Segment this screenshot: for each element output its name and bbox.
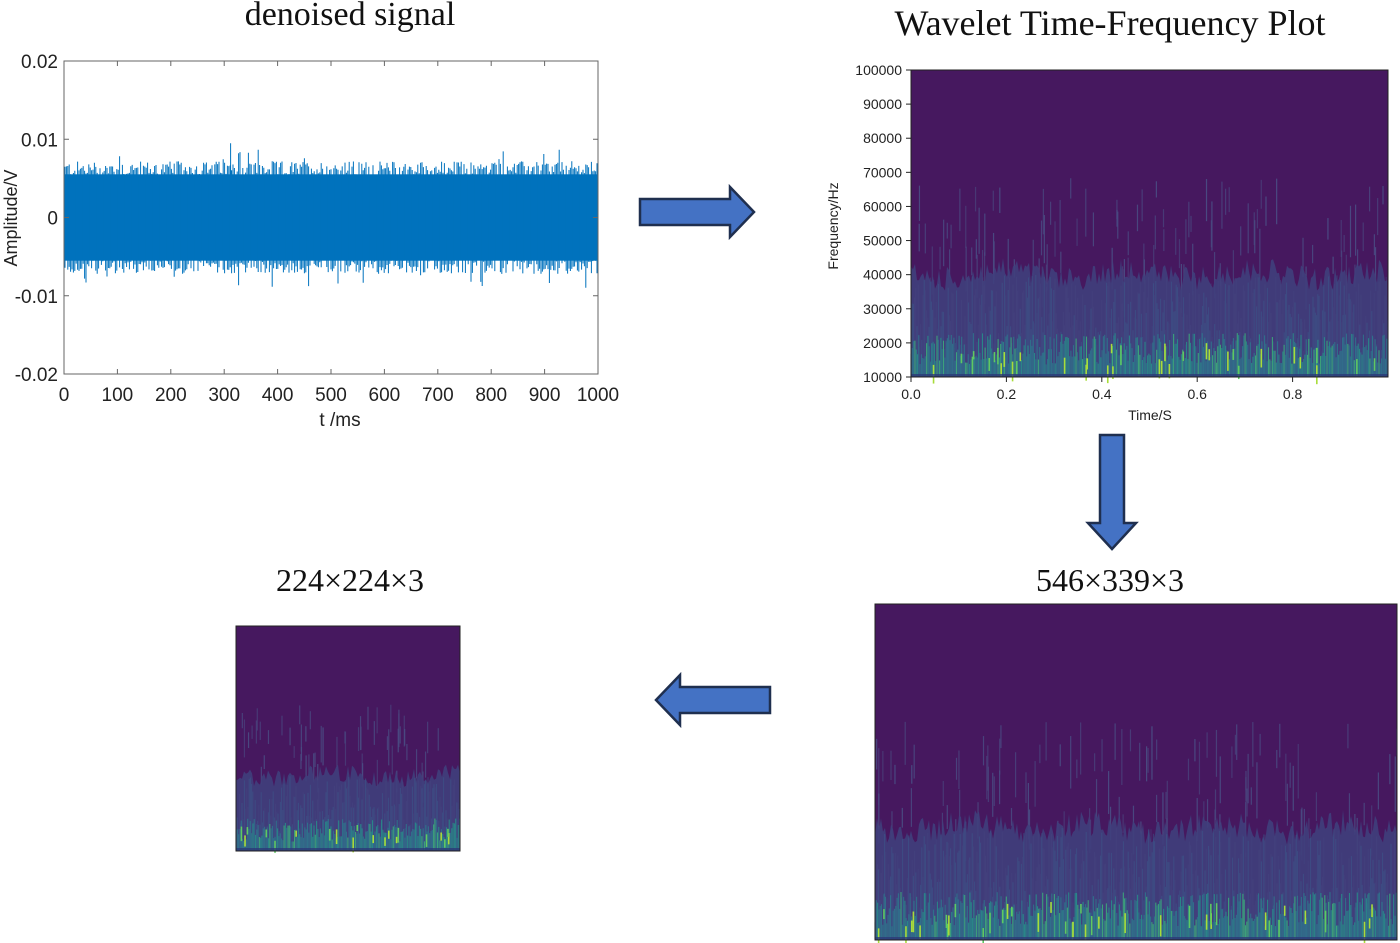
wavelet-y-tick-label: 20000 — [863, 335, 902, 351]
wavelet-y-tick-label: 50000 — [863, 233, 902, 249]
signal-y-tick-label: 0 — [47, 209, 58, 230]
signal-x-tick-label: 200 — [155, 385, 187, 406]
signal-x-tick-label: 800 — [475, 385, 507, 406]
signal-y-tick-label: -0.02 — [15, 365, 58, 386]
wavelet-y-tick-label: 60000 — [863, 198, 902, 214]
signal-x-ticks: 0 100 200 300 400 500 600 700 800 900 1000 — [59, 61, 619, 406]
resized-large-label: 546×339×3 — [1035, 562, 1185, 598]
signal-y-ticks: 0.02 0.01 0 -0.01 -0.02 — [15, 52, 598, 386]
arrow-left — [654, 671, 772, 729]
signal-x-tick-label: 300 — [208, 385, 240, 406]
wavelet-x-tick-label: 0.6 — [1187, 386, 1207, 402]
resized-small-image — [235, 625, 461, 853]
signal-x-tick-label: 500 — [315, 385, 347, 406]
wavelet-chart: 0.0 0.2 0.4 0.6 0.8 100000 90000 80000 70000 600… — [825, 62, 1389, 423]
signal-x-tick-label: 1000 — [577, 385, 619, 406]
wavelet-y-ticks: 100000 90000 80000 70000 60000 50000 40000 3000… — [855, 62, 911, 385]
signal-y-tick-label: 0.01 — [21, 130, 58, 151]
wavelet-y-tick-label: 90000 — [863, 96, 902, 112]
wavelet-y-tick-label: 100000 — [855, 62, 902, 78]
wavelet-y-tick-label: 70000 — [863, 164, 902, 180]
wavelet-y-tick-label: 10000 — [863, 369, 902, 385]
wavelet-x-tick-label: 0.4 — [1092, 386, 1112, 402]
signal-y-label: Amplitude/V — [1, 169, 21, 266]
signal-x-tick-label: 400 — [262, 385, 294, 406]
arrow-right — [638, 183, 756, 241]
signal-y-tick-label: 0.02 — [21, 52, 58, 73]
signal-x-tick-label: 900 — [529, 385, 561, 406]
signal-y-tick-label: -0.01 — [15, 287, 58, 308]
signal-x-tick-label: 0 — [59, 385, 70, 406]
signal-chart: 0 100 200 300 400 500 600 700 800 900 1000 0.020.0… — [1, 52, 619, 431]
signal-title: denoised signal — [244, 0, 456, 33]
wavelet-x-tick-label: 0.8 — [1283, 386, 1303, 402]
wavelet-y-tick-label: 40000 — [863, 267, 902, 283]
resized-small-label: 224×224×3 — [275, 562, 425, 598]
signal-x-tick-label: 700 — [422, 385, 454, 406]
wavelet-plot-frame — [910, 69, 1389, 378]
wavelet-title: Wavelet Time-Frequency Plot — [894, 3, 1326, 43]
wavelet-x-tick-label: 0.0 — [901, 386, 921, 402]
wavelet-x-ticks: 0.0 0.2 0.4 0.6 0.8 — [901, 377, 1303, 402]
wavelet-x-tick-label: 0.2 — [997, 386, 1017, 402]
wavelet-heatmap — [910, 178, 1388, 385]
wavelet-x-label: Time/S — [1128, 407, 1172, 423]
resized-large-image — [874, 603, 1398, 943]
signal-x-label: t /ms — [319, 410, 360, 431]
arrow-down — [1085, 433, 1139, 551]
signal-waveform — [64, 143, 598, 288]
wavelet-y-tick-label: 30000 — [863, 301, 902, 317]
signal-x-tick-label: 100 — [102, 385, 134, 406]
wavelet-y-label: Frequency/Hz — [825, 182, 841, 269]
wavelet-y-tick-label: 80000 — [863, 130, 902, 146]
signal-x-tick-label: 600 — [369, 385, 401, 406]
